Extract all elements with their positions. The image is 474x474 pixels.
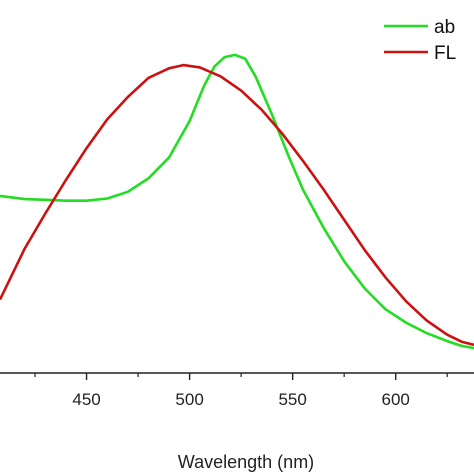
x-tick-label: 600 [381,390,409,409]
x-ticks: 450 500 550 600 [34,373,448,409]
series-line-ab [0,53,474,350]
legend-label-ab: ab [434,17,455,38]
x-tick-label: 500 [175,390,203,409]
legend: ab FL [384,17,456,64]
x-axis-label: Wavelength (nm) [178,452,314,472]
series-layer [0,53,474,350]
legend-label-fl: FL [434,43,456,64]
series-line-fl [0,63,474,347]
x-tick-label: 550 [278,390,306,409]
x-tick-label: 450 [72,390,100,409]
axis-layer: 450 500 550 600 Wavelength (nm) [0,372,474,472]
